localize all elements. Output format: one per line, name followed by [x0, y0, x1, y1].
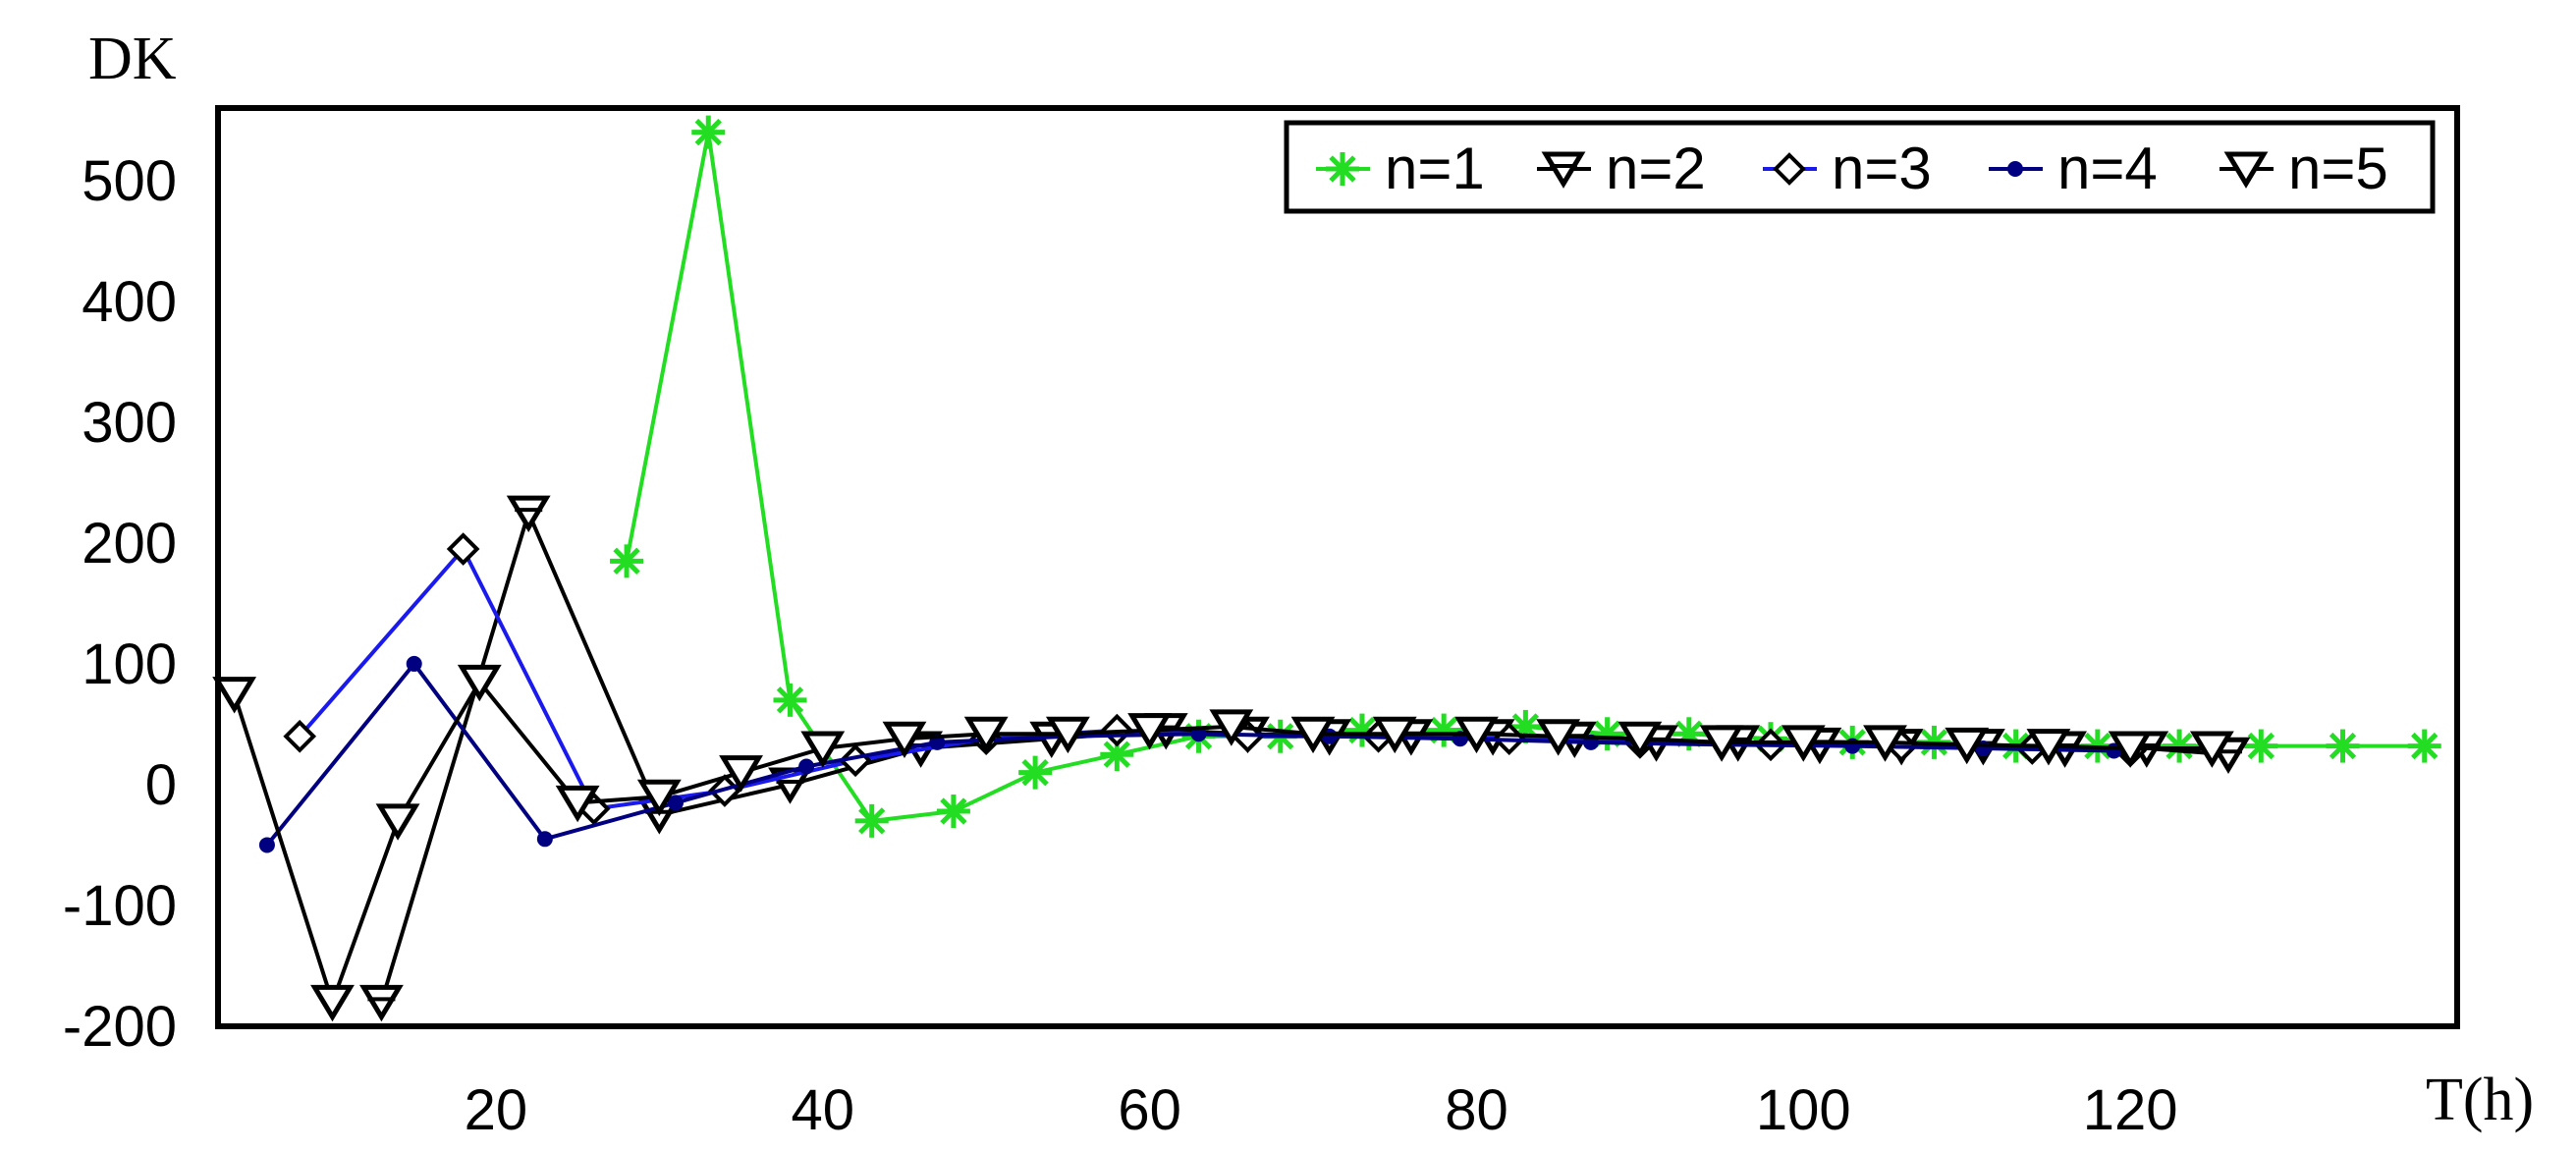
legend-item: n=1 [1316, 136, 1485, 201]
data-point [1454, 716, 1499, 754]
data-point [536, 831, 553, 848]
data-point [1290, 716, 1336, 754]
data-point [798, 758, 815, 775]
data-point [1045, 716, 1090, 754]
data-point [1617, 721, 1663, 759]
y-axis-ticks: 500 400 300 200 100 0 -100 -200 [63, 149, 177, 1059]
data-point [2026, 729, 2071, 766]
legend-marker [1773, 152, 1806, 186]
data-point [2108, 731, 2153, 768]
data-point [446, 532, 480, 566]
data-point [2407, 729, 2441, 763]
data-point [1536, 719, 1581, 756]
data-point [882, 721, 927, 759]
data-point [506, 495, 551, 532]
y-tick-label: 0 [145, 753, 177, 817]
y-tick-label: 100 [82, 632, 177, 696]
data-point [1863, 725, 1907, 762]
x-axis-label: T(h) [2426, 1067, 2534, 1133]
data-point [310, 984, 355, 1022]
x-tick-label: 80 [1445, 1078, 1508, 1142]
data-point [212, 677, 257, 714]
legend-item: n=2 [1537, 136, 1706, 201]
legend-marker [2007, 161, 2023, 177]
data-point [963, 716, 1009, 754]
series-line [265, 660, 2114, 847]
y-tick-label: -100 [63, 874, 177, 938]
y-tick-label: 500 [82, 149, 177, 213]
data-point [667, 795, 684, 811]
series-line [379, 507, 2229, 1003]
series-n=1 [610, 115, 2441, 838]
y-tick-label: 400 [82, 270, 177, 334]
data-point [283, 719, 317, 753]
x-tick-label: 100 [1756, 1078, 1851, 1142]
data-point [2244, 729, 2278, 763]
data-point [691, 115, 726, 149]
x-axis-ticks: 20 40 60 80 100 120 [465, 1078, 2178, 1142]
data-point [2189, 731, 2234, 768]
data-point [1127, 713, 1173, 750]
data-point [1781, 725, 1826, 762]
legend-marker [1541, 151, 1586, 189]
data-point [936, 795, 970, 829]
data-point [1372, 716, 1417, 754]
series-line [298, 545, 2131, 811]
series-n=3 [283, 532, 2147, 826]
data-point [555, 785, 600, 823]
data-point [719, 755, 763, 793]
data-point [1699, 725, 1744, 762]
y-tick-label: 200 [82, 512, 177, 576]
x-tick-label: 120 [2083, 1078, 2178, 1142]
data-point [457, 664, 502, 702]
data-point [2163, 729, 2197, 763]
data-point [359, 984, 404, 1022]
y-axis-label: DK [88, 26, 177, 92]
data-point [2326, 729, 2360, 763]
data-point [1209, 709, 1254, 746]
legend-item: n=4 [1989, 136, 2158, 201]
series-layer [212, 115, 2441, 1022]
data-point [406, 655, 422, 672]
data-point [854, 803, 889, 838]
legend-marker [1326, 152, 1359, 186]
legend-label: n=2 [1606, 136, 1706, 201]
data-point [800, 731, 846, 768]
x-tick-label: 60 [1118, 1078, 1181, 1142]
legend: n=1 n=2 n=3 n=4 n=5 [1284, 120, 2436, 214]
x-tick-label: 40 [792, 1078, 855, 1142]
legend-label: n=5 [2288, 136, 2388, 201]
y-tick-label: 300 [82, 391, 177, 455]
data-point [375, 803, 420, 841]
data-point [258, 837, 275, 853]
legend-item: n=5 [2220, 136, 2388, 201]
legend-label: n=1 [1385, 136, 1485, 201]
data-point [1945, 727, 1990, 765]
legend-marker [2223, 151, 2269, 189]
data-point [636, 779, 682, 817]
y-tick-label: -200 [63, 995, 177, 1059]
data-point [1018, 755, 1053, 790]
data-point [773, 683, 807, 717]
legend-label: n=3 [1832, 136, 1932, 201]
legend-label: n=4 [2057, 136, 2158, 201]
x-tick-label: 20 [465, 1078, 528, 1142]
series-n=5 [212, 664, 2234, 1022]
data-point [610, 544, 644, 578]
legend-item: n=3 [1763, 136, 1932, 201]
